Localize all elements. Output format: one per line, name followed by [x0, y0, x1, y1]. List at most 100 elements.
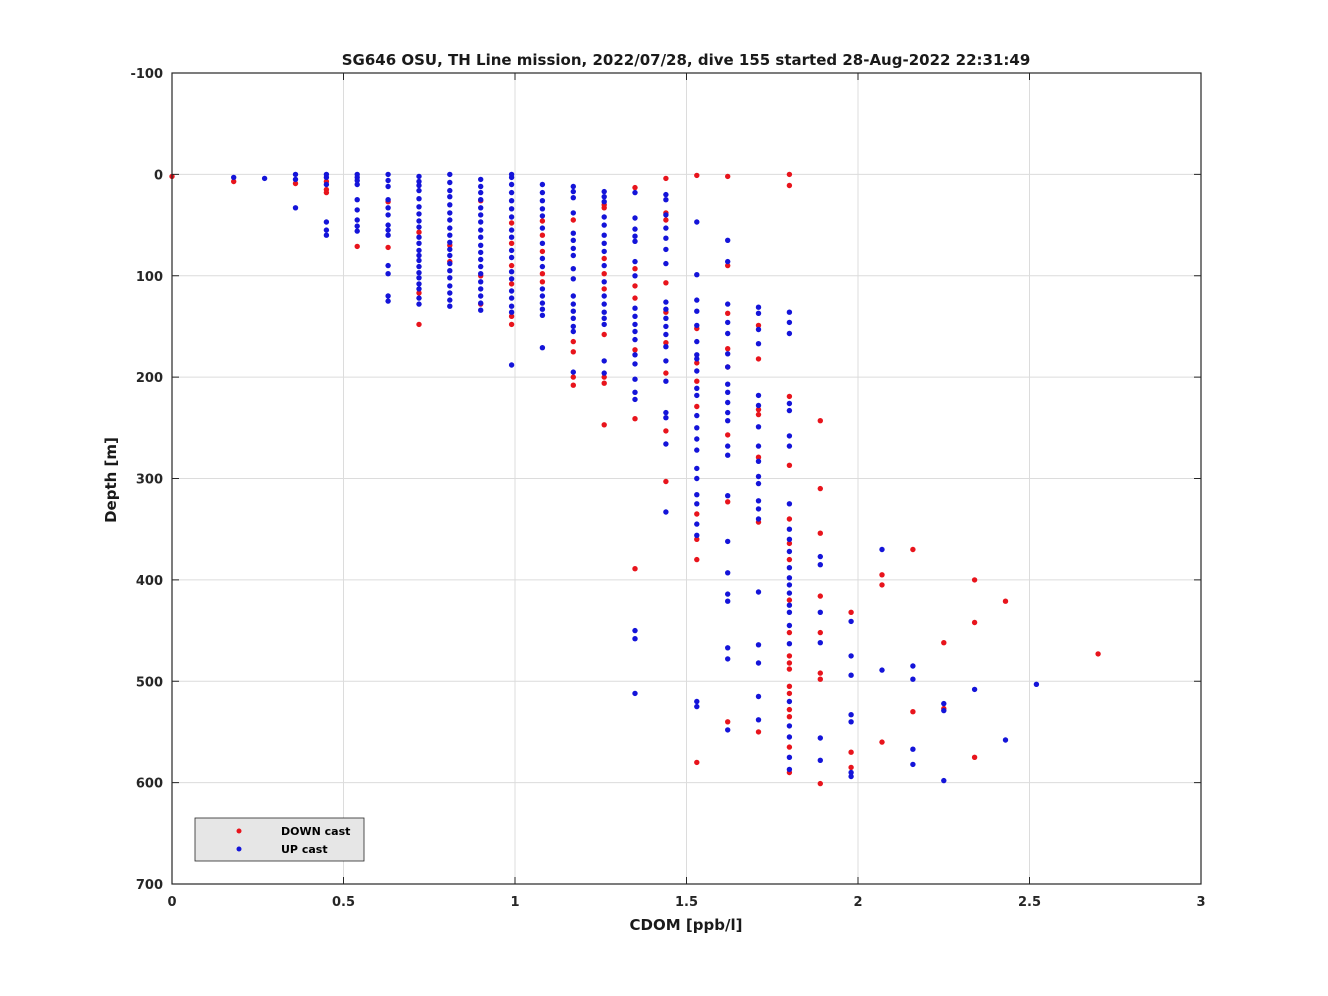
data-point — [786, 556, 793, 563]
data-point — [323, 174, 330, 181]
data-point — [478, 189, 484, 196]
data-point — [848, 712, 854, 718]
data-point — [663, 478, 669, 485]
data-point — [910, 546, 916, 553]
data-point — [725, 262, 731, 269]
data-point — [478, 293, 484, 299]
data-point — [570, 245, 576, 252]
data-point — [786, 400, 793, 407]
data-point — [786, 540, 793, 547]
data-point — [292, 176, 299, 183]
data-point — [601, 321, 607, 328]
data-point — [694, 759, 700, 766]
data-point — [416, 263, 422, 270]
data-point — [478, 249, 484, 256]
data-point — [632, 273, 638, 279]
data-point — [385, 212, 391, 218]
y-tick-label: 200 — [136, 371, 163, 386]
data-point — [478, 176, 484, 183]
y-tick-label: 100 — [136, 270, 163, 285]
data-point — [663, 197, 669, 203]
data-point — [601, 240, 607, 246]
data-point — [447, 268, 453, 274]
data-point — [755, 310, 762, 316]
data-point — [694, 385, 700, 391]
data-point — [663, 344, 669, 350]
data-point — [725, 493, 731, 499]
data-point — [694, 352, 700, 358]
data-point — [447, 225, 453, 231]
data-point — [786, 766, 793, 773]
data-point — [570, 188, 576, 195]
data-point — [941, 707, 947, 714]
data-point — [292, 180, 299, 187]
data-point — [601, 255, 607, 262]
data-point — [478, 279, 484, 285]
data-point — [694, 297, 700, 303]
data-point — [971, 577, 978, 583]
data-point — [725, 443, 731, 449]
data-point — [385, 227, 391, 233]
data-point — [508, 281, 515, 287]
data-point — [694, 308, 700, 314]
data-point — [786, 714, 793, 720]
data-point — [416, 240, 422, 246]
data-point — [570, 308, 576, 314]
data-point — [601, 286, 607, 292]
data-point — [539, 312, 546, 318]
data-point — [755, 480, 762, 487]
data-point — [385, 177, 391, 184]
data-point — [755, 516, 762, 522]
legend-marker-up-cast — [236, 846, 242, 852]
data-point — [632, 566, 638, 572]
data-point — [447, 297, 453, 303]
data-point — [447, 232, 453, 238]
data-point — [323, 189, 330, 196]
data-point — [632, 283, 638, 289]
data-point — [725, 346, 731, 352]
x-tick-labels: 0 0.5 1 1.5 2 2.5 3 — [167, 895, 1205, 910]
data-point — [601, 309, 607, 315]
data-point — [786, 653, 793, 659]
data-point — [447, 303, 453, 309]
data-point — [570, 293, 576, 299]
data-point — [786, 622, 793, 629]
data-point — [1095, 651, 1101, 657]
data-point — [786, 565, 793, 571]
data-point — [416, 182, 422, 189]
data-point — [416, 234, 422, 240]
data-point — [725, 598, 731, 604]
data-point — [632, 376, 638, 382]
data-point — [663, 260, 669, 267]
data-point — [786, 590, 793, 596]
data-point — [755, 304, 762, 310]
data-point — [755, 322, 762, 329]
data-point — [725, 727, 731, 733]
data-point — [786, 754, 793, 760]
data-point — [292, 171, 299, 178]
data-point — [848, 764, 854, 771]
data-point — [817, 670, 823, 676]
data-point — [694, 465, 700, 472]
data-point — [478, 197, 484, 203]
data-point — [601, 262, 607, 269]
data-point — [354, 207, 360, 213]
data-point — [601, 301, 607, 307]
data-point — [385, 183, 391, 190]
data-point — [663, 225, 669, 231]
data-point — [385, 222, 391, 228]
data-point — [694, 378, 700, 384]
data-point — [786, 393, 793, 400]
data-point — [694, 511, 700, 517]
data-point — [508, 234, 515, 240]
data-point — [755, 506, 762, 512]
data-point — [447, 252, 453, 259]
data-point — [725, 452, 731, 458]
data-point — [663, 340, 669, 346]
data-point — [385, 171, 391, 178]
data-point — [570, 266, 576, 272]
data-point — [725, 591, 731, 597]
data-point — [786, 526, 793, 532]
data-point — [755, 341, 762, 347]
data-point — [478, 234, 484, 240]
